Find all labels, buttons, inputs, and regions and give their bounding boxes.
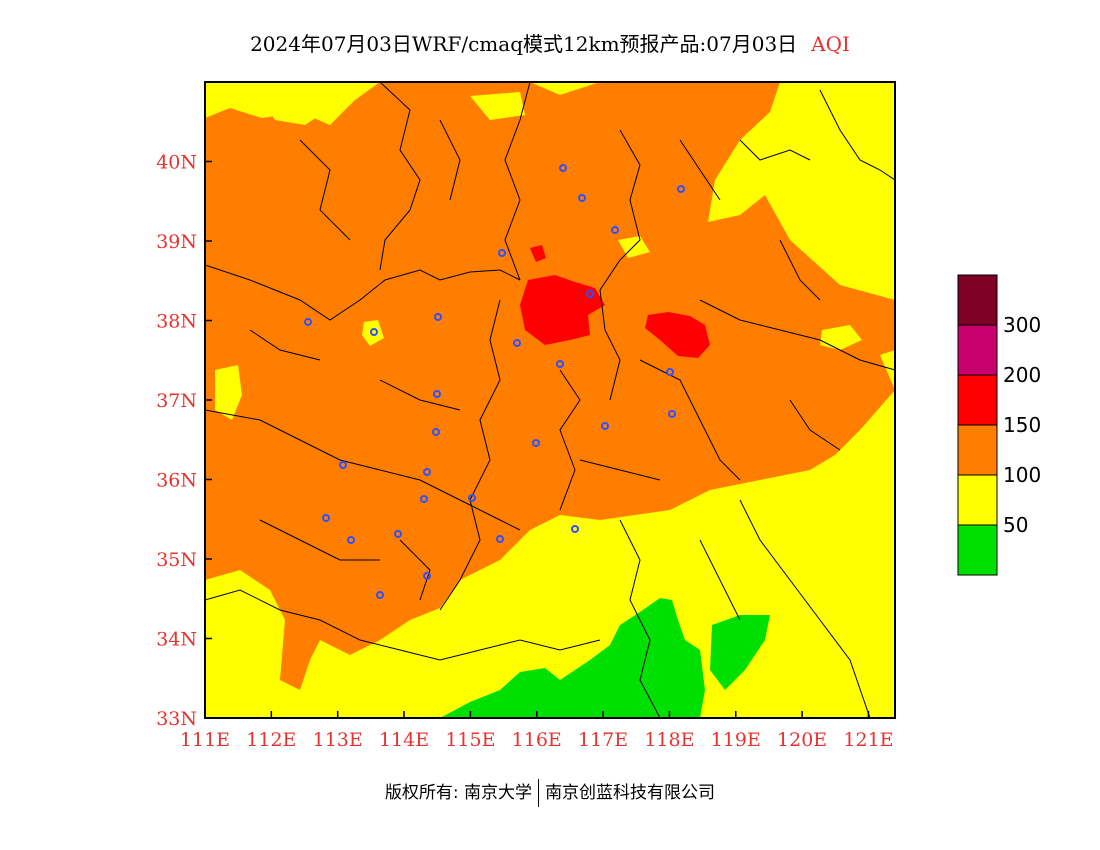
city-marker	[370, 328, 378, 336]
city-marker	[586, 290, 594, 298]
title-main: 2024年07月03日WRF/cmaq模式12km预报产品:07月03日	[250, 32, 798, 56]
lat-axis: 33N 34N 35N 36N 37N 38N 39N 40N	[156, 152, 212, 730]
legend-swatch	[957, 274, 998, 326]
city-marker	[668, 410, 676, 418]
footer-right: 南京创蓝科技有限公司	[545, 783, 716, 803]
legend-swatch	[957, 424, 998, 476]
lat-tick-label: 37N	[156, 390, 197, 412]
city-marker	[571, 525, 579, 533]
aqi-orange-region	[205, 82, 895, 690]
aqi-red-region	[530, 245, 546, 262]
aqi-green-region	[710, 615, 770, 690]
lon-tick-label: 114E	[379, 729, 429, 751]
aqi-moderate-patch	[618, 236, 650, 258]
city-marker	[432, 428, 440, 436]
footer-separator	[538, 779, 540, 807]
city-marker	[347, 536, 355, 544]
lon-tick-label: 117E	[578, 729, 628, 751]
city-marker	[601, 422, 609, 430]
city-marker	[532, 439, 540, 447]
aqi-legend: 50 100 150 200 300	[957, 274, 1041, 576]
lat-tick-label: 39N	[156, 231, 197, 253]
city-marker	[677, 185, 685, 193]
city-marker	[433, 390, 441, 398]
aqi-red-region	[645, 312, 710, 358]
copyright-footer: 版权所有: 南京大学 南京创蓝科技有限公司	[0, 778, 1100, 807]
aqi-moderate-patch	[215, 365, 242, 420]
aqi-field	[205, 82, 895, 718]
lat-tick-label: 34N	[156, 629, 197, 651]
legend-swatch	[957, 474, 998, 526]
lon-tick-label: 120E	[777, 729, 827, 751]
city-marker	[420, 495, 428, 503]
city-marker	[376, 591, 384, 599]
lat-tick-label: 36N	[156, 470, 197, 492]
city-marker	[578, 194, 586, 202]
aqi-red-region	[520, 275, 605, 345]
city-marker	[339, 461, 347, 469]
lat-tick-label: 40N	[156, 152, 197, 174]
city-marker	[611, 226, 619, 234]
aqi-moderate-patch	[362, 320, 384, 346]
city-marker	[513, 339, 521, 347]
legend-label: 300	[1003, 313, 1041, 337]
city-marker	[559, 164, 567, 172]
boundaries	[205, 82, 895, 718]
legend-label: 50	[1003, 513, 1028, 537]
title-variable: AQI	[811, 32, 850, 56]
lon-tick-label: 111E	[180, 729, 230, 751]
lon-tick-label: 121E	[843, 729, 893, 751]
city-marker	[322, 514, 330, 522]
city-marker	[394, 530, 402, 538]
lon-tick-label: 118E	[644, 729, 694, 751]
city-marker	[423, 468, 431, 476]
aqi-green-region	[440, 598, 705, 718]
city-marker	[468, 494, 476, 502]
aqi-moderate-patch	[265, 100, 320, 125]
lon-tick-label: 112E	[246, 729, 296, 751]
city-marker	[423, 572, 431, 580]
legend-swatch	[957, 324, 998, 376]
city-marker	[434, 313, 442, 321]
lon-tick-label: 115E	[445, 729, 495, 751]
city-marker	[498, 249, 506, 257]
lon-tick-label: 113E	[313, 729, 363, 751]
lat-tick-label: 38N	[156, 311, 197, 333]
city-marker	[304, 318, 312, 326]
lon-tick-label: 119E	[711, 729, 761, 751]
city-marker	[666, 368, 674, 376]
footer-left: 版权所有: 南京大学	[384, 783, 533, 803]
aqi-moderate-patch	[820, 325, 862, 350]
city-markers	[304, 164, 685, 599]
lon-tick-label: 116E	[512, 729, 562, 751]
lat-tick-label: 33N	[156, 708, 197, 730]
map-title: 2024年07月03日WRF/cmaq模式12km预报产品:07月03日 AQI	[0, 28, 1100, 57]
legend-label: 100	[1003, 463, 1041, 487]
city-marker	[496, 535, 504, 543]
lat-tick-label: 35N	[156, 549, 197, 571]
legend-label: 200	[1003, 363, 1041, 387]
city-marker	[556, 360, 564, 368]
legend-swatch	[957, 374, 998, 426]
lon-axis: 111E 112E 113E 114E 115E 116E 117E 118E 119E 120E…	[180, 711, 894, 751]
aqi-moderate-patch	[470, 92, 525, 120]
legend-swatch	[957, 524, 998, 576]
legend-label: 150	[1003, 413, 1041, 437]
